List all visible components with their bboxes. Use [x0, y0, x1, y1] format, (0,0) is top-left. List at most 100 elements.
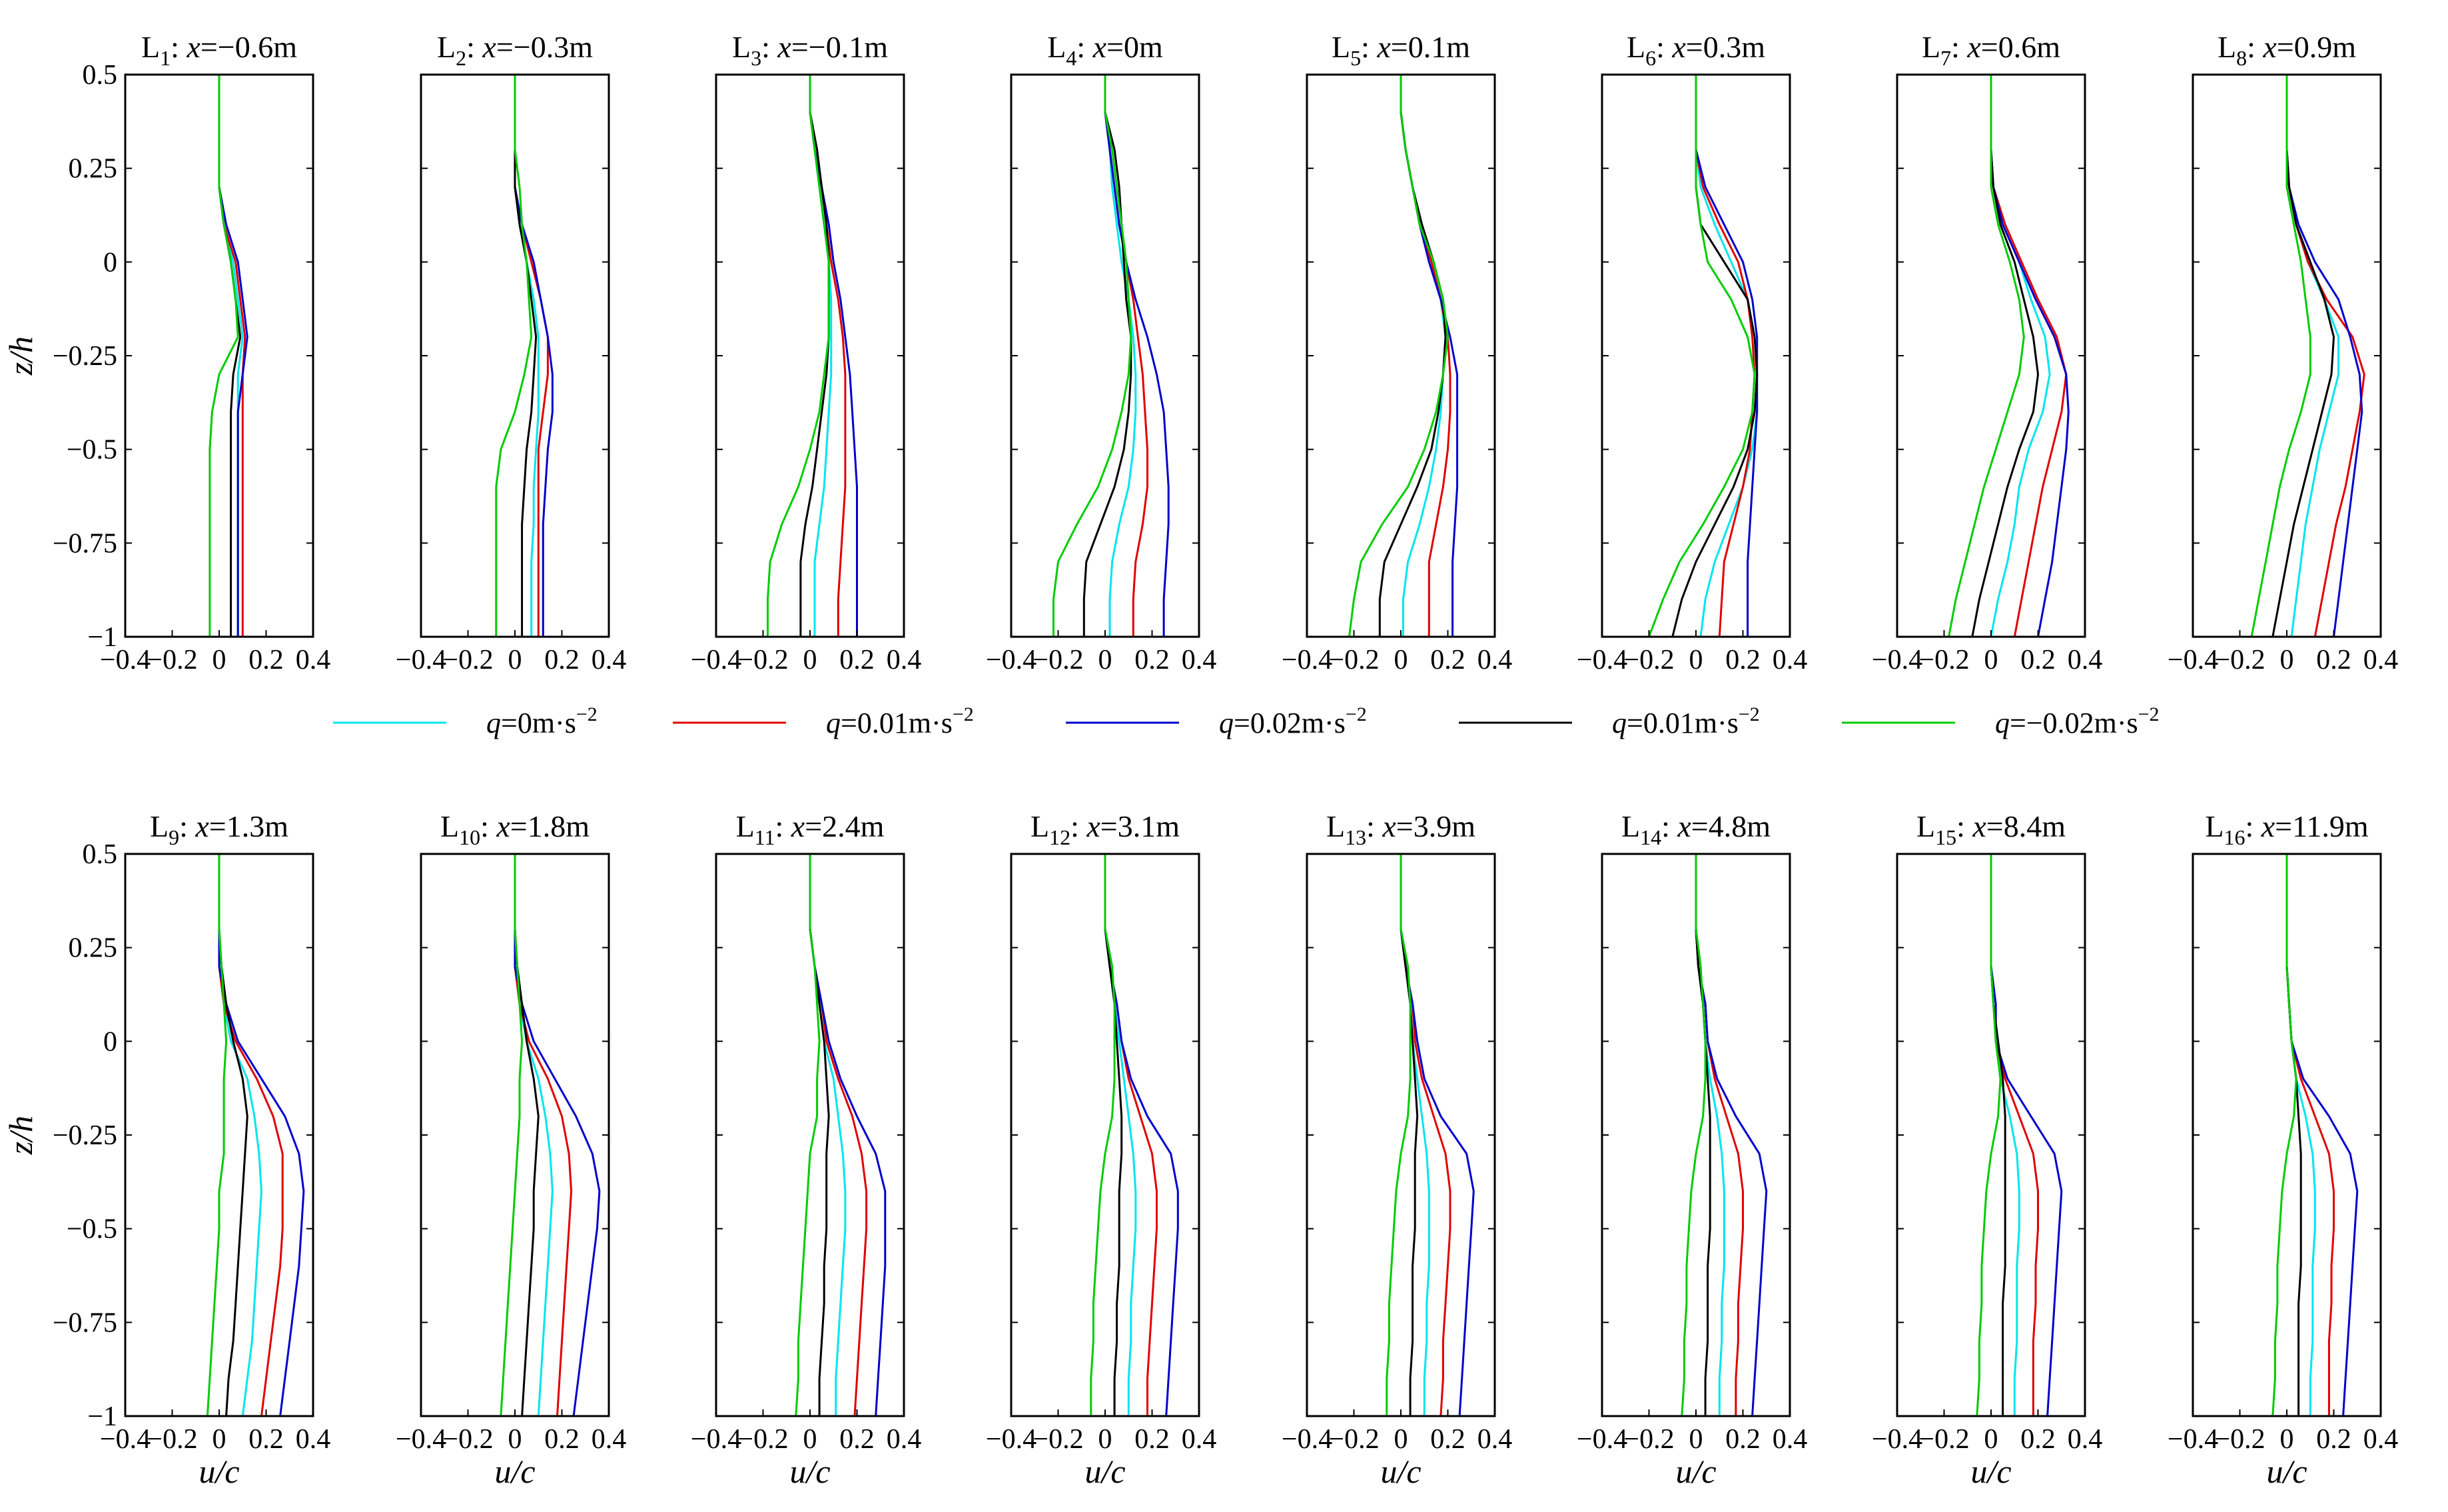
panel-title-var: x: [791, 809, 805, 843]
panel-title: L6: x=0.3m: [1627, 30, 1765, 70]
panel-title-subscript: 9: [169, 825, 179, 849]
x-tick-label: 0.2: [544, 645, 580, 675]
legend-label: q=0.01m·s−2: [826, 703, 974, 739]
series-line-q001b: [514, 75, 538, 637]
panel-title-sep: :: [761, 30, 777, 64]
panel-title-value: =1.8m: [510, 809, 590, 843]
panel-title-subscript: 13: [1345, 825, 1366, 849]
x-tick-label: −0.4: [1872, 1424, 1922, 1455]
series-line-q0: [1104, 75, 1137, 637]
x-tick-label: −0.4: [691, 1424, 741, 1455]
series-line-q0: [514, 854, 554, 1417]
x-tick-label: 0: [212, 645, 226, 675]
legend: q=0m·s−2 q=0.01m·s−2 q=0.02m·s−2 q=0.01m·s−…: [333, 703, 2160, 739]
x-tick-label: −0.4: [396, 645, 446, 675]
panel-8: L8: x=0.9m −0.4−0.2 0 0.2 0.4: [2168, 30, 2398, 675]
x-tick-label: 0.4: [2068, 1424, 2103, 1455]
panel-title: L9: x=1.3m: [150, 809, 288, 849]
x-tick-label: 0: [1098, 1424, 1112, 1455]
panel-title-value: =0.1m: [1391, 30, 1470, 64]
legend-label-exponent: −2: [1346, 703, 1367, 725]
x-tick-label: 0.2: [2020, 1424, 2056, 1455]
series-line-q001b: [1104, 854, 1123, 1416]
y-tick-label: 0.5: [83, 839, 118, 870]
series-line-q001b: [1695, 854, 1711, 1416]
series-line-q001b: [799, 75, 830, 637]
legend-label-exponent: −2: [953, 703, 974, 725]
panel-title-label: L: [1627, 30, 1645, 64]
panel-title: L8: x=0.9m: [2218, 30, 2356, 70]
panel-title-var: x: [195, 809, 209, 843]
panel-title-var: x: [1092, 30, 1107, 64]
series-line-q002: [809, 75, 858, 637]
series-line-q001: [1400, 854, 1451, 1417]
panel-title-var: x: [1086, 809, 1100, 843]
panel-title-sep: :: [775, 809, 791, 843]
x-tick-label: 0: [803, 645, 817, 675]
y-tick-label: 0.25: [69, 154, 118, 185]
x-tick-label: 0.4: [592, 1424, 627, 1455]
x-tick-label: −0.2: [1623, 1424, 1674, 1455]
x-axis-label: u/c: [1970, 1453, 2011, 1490]
panel-2: L2: x=−0.3m −0.4−0.2 0 0.2 0.4: [396, 30, 626, 675]
panel-title-var: x: [1966, 30, 1981, 64]
y-tick-label: 0: [103, 247, 117, 278]
series-line-qm002: [495, 75, 533, 637]
panel-title-subscript: 2: [456, 46, 466, 70]
legend-label-value: =0.01m·s: [841, 707, 953, 739]
plot-frame: [1306, 73, 1496, 638]
x-tick-label: 0: [1984, 645, 1998, 675]
series-line-q001b: [2285, 854, 2302, 1416]
panel-title-subscript: 10: [459, 825, 480, 849]
panel-title-subscript: 7: [1940, 46, 1951, 70]
panel-title-sep: :: [1951, 30, 1967, 64]
panel-title-var: x: [482, 30, 496, 64]
panel-10: L10: x=1.8m −0.4−0.2 0 0.2 0.4 u/c: [396, 809, 626, 1490]
series-line-qm002: [795, 854, 821, 1417]
x-tick-label: −0.4: [2168, 1424, 2218, 1455]
y-tick-label: 0.25: [69, 933, 118, 964]
x-tick-label: 0.2: [2316, 1424, 2351, 1455]
panel-title-value: =0.6m: [1981, 30, 2060, 64]
x-tick-label: −0.4: [1282, 1424, 1332, 1455]
x-tick-label: 0: [508, 645, 522, 675]
panel-title: L13: x=3.9m: [1326, 809, 1475, 849]
legend-label-var: q: [826, 707, 841, 739]
panel-title: L1: x=−0.6m: [141, 30, 297, 70]
x-tick-label: 0: [1098, 645, 1112, 675]
x-tick-label: 0.4: [1477, 645, 1513, 675]
panel-title-label: L: [141, 30, 160, 64]
x-tick-label: −0.2: [1918, 1424, 1969, 1455]
y-tick-label: −1: [87, 1401, 117, 1432]
panel-7: L7: x=0.6m −0.4−0.2 0 0.2 0.4: [1872, 30, 2102, 675]
x-tick-label: 0.4: [2363, 1424, 2399, 1455]
x-tick-label: −0.4: [1872, 645, 1922, 675]
series-line-qm002: [1090, 854, 1116, 1416]
panel-3: L3: x=−0.1m −0.4−0.2 0 0.2 0.4: [691, 30, 921, 675]
x-tick-label: −0.2: [1032, 1424, 1083, 1455]
x-tick-label: −0.4: [986, 645, 1036, 675]
panel-title-sep: :: [179, 809, 195, 843]
panel-12: L12: x=3.1m −0.4−0.2 0 0.2 0.4 u/c: [986, 809, 1216, 1490]
x-tick-label: 0.2: [1725, 645, 1761, 675]
legend-item-q0: q=0m·s−2: [333, 703, 598, 739]
panel-title-label: L: [1030, 809, 1049, 843]
y-axis-label: z/h: [2, 1116, 39, 1155]
x-tick-label: 0.2: [1725, 1424, 1761, 1455]
x-tick-label: 0.2: [839, 1424, 875, 1455]
series-line-qm002: [1948, 75, 2025, 637]
x-tick-label: −0.2: [737, 645, 788, 675]
panel-title-value: =0.9m: [2277, 30, 2356, 64]
panel-title-var: x: [2262, 30, 2277, 64]
x-axis-label: u/c: [1084, 1453, 1125, 1490]
legend-label-value: =0m·s: [501, 707, 576, 739]
panel-4: L4: x=0m −0.4−0.2 0 0.2 0.4: [986, 30, 1216, 675]
x-tick-label: 0.2: [839, 645, 875, 675]
plot-frame: [715, 853, 905, 1417]
panel-title-value: =3.1m: [1100, 809, 1180, 843]
series-line-q0: [218, 854, 262, 1417]
x-tick-label: 0.4: [296, 645, 331, 675]
x-tick-label: −0.4: [396, 1424, 446, 1455]
panel-title-sep: :: [1656, 30, 1672, 64]
